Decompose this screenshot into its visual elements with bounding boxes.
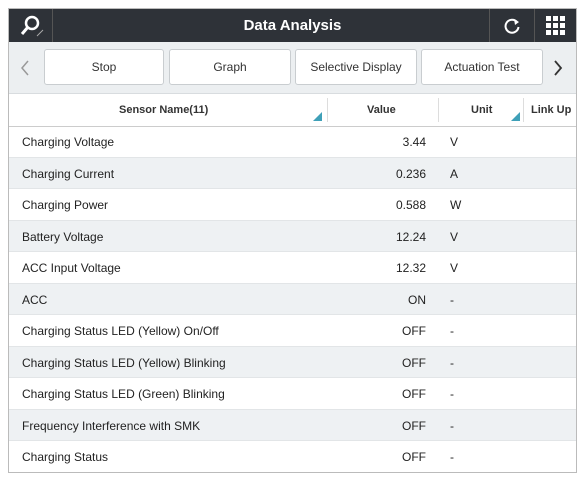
sensor-unit: -	[450, 387, 454, 401]
table-row: Battery Voltage 12.24 V	[9, 220, 576, 252]
sensor-value: 12.24	[395, 229, 426, 244]
sensor-value: OFF	[402, 418, 426, 433]
table-row: Frequency Interference with SMK OFF -	[9, 409, 576, 441]
table-row: ACC Input Voltage 12.32 V	[9, 252, 576, 284]
app-window: Data Analysis Stop Graph Selective Displ…	[8, 8, 577, 473]
button[interactable]: Graph	[169, 49, 291, 85]
sensor-name: Charging Current	[22, 166, 115, 181]
sensor-name: Frequency Interference with SMK	[22, 418, 201, 433]
sensor-name: Battery Voltage	[22, 229, 104, 244]
scroll-right[interactable]	[552, 59, 564, 77]
table-row: ACC ON -	[9, 283, 576, 315]
table-row: Charging Status LED (Yellow) Blinking OFF…	[9, 346, 576, 378]
button[interactable]: Stop	[44, 49, 164, 85]
sensor-value: OFF	[402, 355, 426, 370]
column-header: Link Up	[531, 104, 572, 116]
button[interactable]: Selective Display	[295, 49, 417, 85]
sensor-name: ACC	[22, 292, 48, 307]
table-row: Charging Voltage 3.44 V	[9, 126, 576, 158]
menu-grid-icon[interactable]	[546, 16, 565, 35]
sensor-unit: -	[450, 324, 454, 338]
sensor-value: 12.32	[395, 261, 426, 275]
sensor-value: 0.588	[395, 198, 426, 212]
sensor-name: Charging Power	[22, 198, 109, 212]
toolbar: Stop Graph Selective Display Actuation T…	[9, 42, 576, 94]
sensor-unit: A	[450, 166, 459, 181]
sensor-name: Charging Voltage	[22, 135, 115, 149]
sensor-name: Charging Status	[22, 450, 109, 464]
sensor-value: OFF	[402, 387, 426, 401]
scroll-left[interactable]	[19, 59, 31, 77]
sensor-value: 0.236	[395, 166, 426, 181]
table-row: Charging Status OFF -	[9, 441, 576, 472]
table-row: Charging Current 0.236 A	[9, 157, 576, 189]
top-bar: Data Analysis	[9, 9, 576, 42]
column-header: Value	[367, 104, 396, 116]
sensor-name: Charging Status LED (Green) Blinking	[22, 387, 225, 401]
sensor-value: OFF	[402, 324, 426, 338]
refresh-icon[interactable]	[502, 16, 522, 36]
sensor-unit: V	[450, 135, 459, 149]
table-header: Sensor Name(11) Value Unit Link Up	[9, 94, 576, 127]
table-row: Charging Status LED (Green) Blinking OFF -	[9, 378, 576, 410]
sensor-unit: -	[450, 418, 454, 433]
sensor-value: OFF	[402, 450, 426, 464]
search-icon[interactable]	[19, 14, 45, 38]
column-header[interactable]: Unit	[471, 104, 493, 116]
sensor-name: Charging Status LED (Yellow) Blinking	[22, 355, 226, 370]
sensor-unit: W	[450, 198, 462, 212]
sensor-unit: -	[450, 355, 454, 370]
title: Data Analysis	[243, 17, 342, 34]
sensor-name: ACC Input Voltage	[22, 261, 121, 275]
sensor-unit: V	[450, 229, 459, 244]
sensor-unit: -	[450, 292, 454, 307]
sensor-unit: V	[450, 261, 459, 275]
sensor-name: Charging Status LED (Yellow) On/Off	[22, 324, 219, 338]
sensor-value: ON	[408, 292, 426, 307]
sensor-value: 3.44	[402, 135, 426, 149]
table-row: Charging Status LED (Yellow) On/Off OFF -	[9, 315, 576, 347]
sensor-unit: -	[450, 450, 454, 464]
column-header[interactable]: Sensor Name(11)	[119, 104, 209, 116]
table-row: Charging Power 0.588 W	[9, 189, 576, 221]
button[interactable]: Actuation Test	[421, 49, 543, 85]
